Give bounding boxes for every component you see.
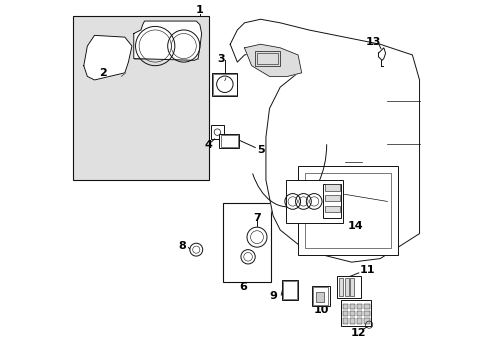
Text: 6: 6	[238, 282, 246, 292]
Bar	[305, 173, 390, 248]
Text: 10: 10	[313, 305, 328, 315]
Bar	[356, 311, 362, 316]
Bar	[257, 53, 278, 64]
Bar	[342, 311, 347, 316]
Bar	[349, 318, 354, 324]
Text: 9: 9	[269, 291, 277, 301]
Bar	[312, 286, 329, 306]
Bar	[213, 73, 236, 95]
Bar	[344, 278, 348, 296]
Text: 11: 11	[359, 265, 374, 275]
Bar	[220, 135, 238, 147]
Bar	[324, 195, 339, 202]
Bar	[285, 180, 342, 223]
Bar	[349, 304, 354, 309]
Bar	[255, 51, 280, 66]
Text: 8: 8	[178, 241, 185, 251]
Polygon shape	[244, 44, 301, 76]
Bar	[364, 318, 369, 324]
Polygon shape	[83, 35, 132, 80]
Bar	[356, 304, 362, 309]
Bar	[340, 300, 370, 327]
Bar	[223, 203, 271, 282]
Bar	[349, 311, 354, 316]
Bar	[337, 276, 360, 298]
Text: 14: 14	[347, 221, 363, 231]
Text: 1: 1	[196, 5, 203, 15]
Bar	[210, 125, 224, 139]
FancyBboxPatch shape	[73, 16, 208, 180]
Bar	[324, 184, 339, 191]
Text: 13: 13	[366, 37, 381, 48]
Bar	[313, 287, 328, 305]
Text: 3: 3	[217, 54, 224, 64]
Bar	[356, 318, 362, 324]
Text: 12: 12	[350, 328, 366, 338]
Bar	[298, 166, 397, 255]
Polygon shape	[378, 48, 385, 60]
Bar	[315, 292, 323, 302]
Text: 4: 4	[203, 140, 212, 150]
Bar	[339, 278, 343, 296]
Bar	[364, 311, 369, 316]
Text: 7: 7	[253, 212, 260, 222]
Bar	[349, 278, 353, 296]
Bar	[342, 318, 347, 324]
Bar	[283, 281, 296, 298]
Bar	[219, 134, 239, 148]
Bar	[364, 304, 369, 309]
Bar	[324, 206, 339, 212]
Text: 5: 5	[256, 145, 264, 155]
Bar	[282, 280, 298, 300]
Polygon shape	[230, 19, 419, 262]
Bar	[212, 73, 237, 96]
Text: 2: 2	[100, 68, 107, 78]
Bar	[323, 184, 340, 217]
Polygon shape	[134, 21, 201, 60]
Bar	[342, 304, 347, 309]
